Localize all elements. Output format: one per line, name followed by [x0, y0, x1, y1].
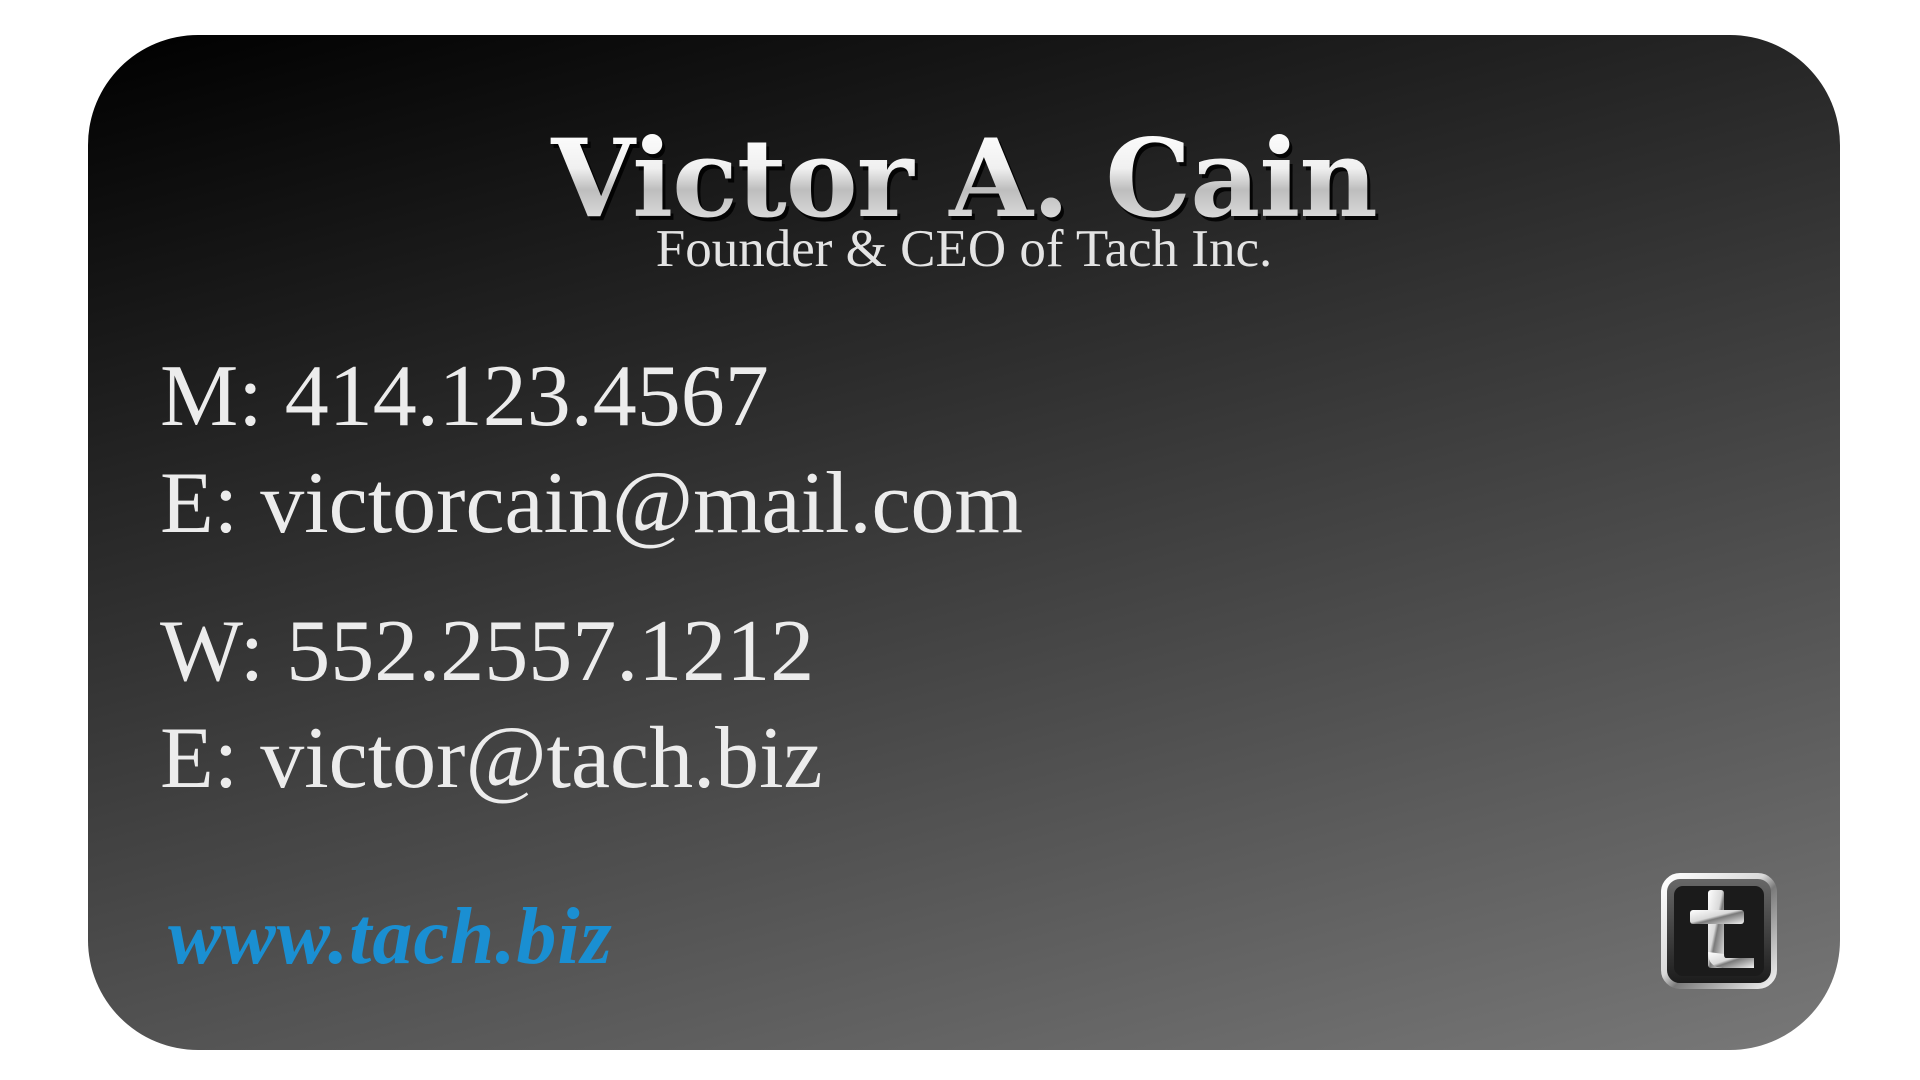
personal-email-line: E: victorcain@mail.com	[160, 460, 1023, 548]
work-email-line: E: victor@tach.biz	[160, 715, 823, 803]
business-card: Victor A. Cain Founder & CEO of Tach Inc…	[88, 35, 1840, 1050]
work-email-value: victor@tach.biz	[260, 710, 823, 807]
mobile-phone-label: M:	[160, 348, 263, 445]
work-phone-value: 552.2557.1212	[286, 603, 815, 700]
personal-email-label: E:	[160, 455, 239, 552]
card-name: Victor A. Cain	[88, 125, 1840, 233]
work-phone-label: W:	[160, 603, 265, 700]
work-phone-line: W: 552.2557.1212	[160, 608, 814, 696]
mobile-phone-line: M: 414.123.4567	[160, 353, 769, 441]
tach-t-logo-icon	[1661, 873, 1777, 989]
work-email-label: E:	[160, 710, 239, 807]
mobile-phone-value: 414.123.4567	[284, 348, 769, 445]
personal-email-value: victorcain@mail.com	[260, 455, 1023, 552]
card-job-title: Founder & CEO of Tach Inc.	[655, 220, 1273, 278]
website-link[interactable]: www.tach.biz	[168, 893, 613, 981]
